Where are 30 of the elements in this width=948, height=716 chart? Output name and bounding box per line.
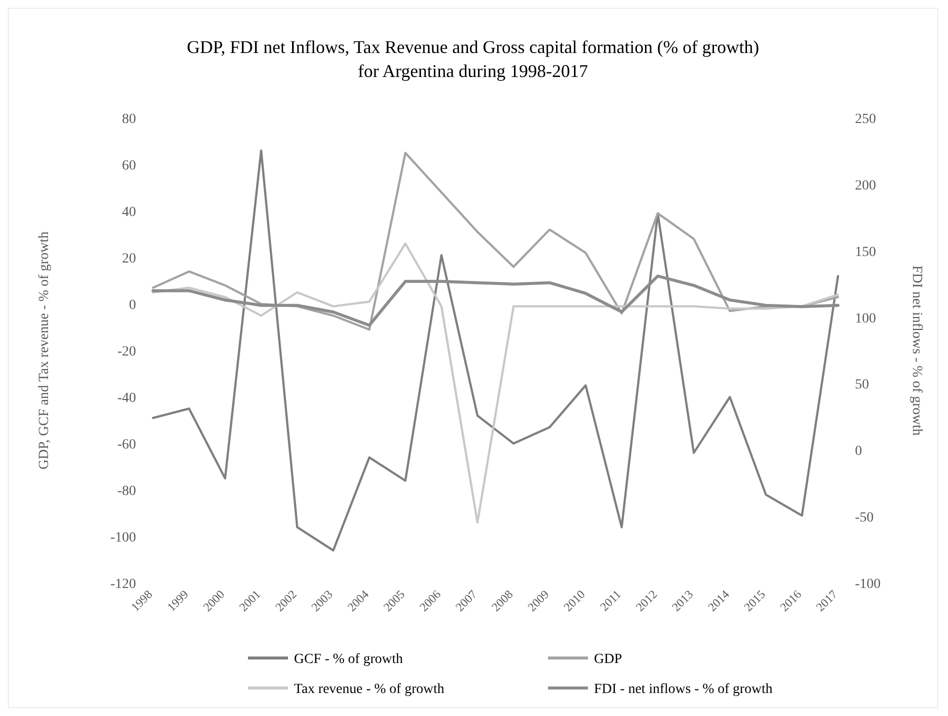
y-tick-label: 0 (129, 298, 136, 313)
legend-label: GCF - % of growth (294, 652, 403, 667)
y-tick-label: -80 (117, 484, 136, 499)
y-tick-label: 80 (122, 112, 136, 127)
y2-tick-label: 200 (855, 178, 876, 194)
y2-tick-label: 0 (855, 444, 862, 460)
y-tick-label: 20 (122, 252, 136, 266)
y-tick-label: -100 (110, 530, 136, 546)
line-series (152, 152, 840, 331)
y-tick-label: 60 (122, 158, 136, 174)
y2-tick-label: 50 (855, 378, 869, 393)
line-series (152, 274, 840, 327)
legend-label: FDI - net inflows - % of growth (594, 682, 772, 697)
y2-tick-label: -100 (855, 577, 881, 592)
y-tick-label: 40 (122, 205, 136, 220)
y-tick-label: -60 (117, 438, 136, 452)
legend-label: GDP (594, 652, 622, 667)
y-tick-label: -20 (117, 344, 136, 360)
y-axis-title: GDP, GCF and Tax revenue - % of growth (37, 232, 52, 470)
y2-tick-label: 150 (855, 244, 876, 260)
y2-tick-label: 250 (855, 112, 876, 127)
y2-tick-label: -50 (855, 510, 874, 526)
chart-title: GDP, FDI net Inflows, Tax Revenue and Gross capital formation (% of growth) for Argentina during 1998-2017 (186, 37, 760, 81)
line-series (152, 149, 840, 552)
line-series (152, 242, 840, 524)
y2-tick-label: 100 (855, 311, 876, 326)
y2-axis-title: FDI net inflows - % of growth (909, 265, 924, 436)
y-tick-label: -40 (117, 391, 136, 406)
legend-label: Tax revenue - % of growth (294, 682, 444, 697)
y-tick-label: -120 (110, 577, 136, 592)
